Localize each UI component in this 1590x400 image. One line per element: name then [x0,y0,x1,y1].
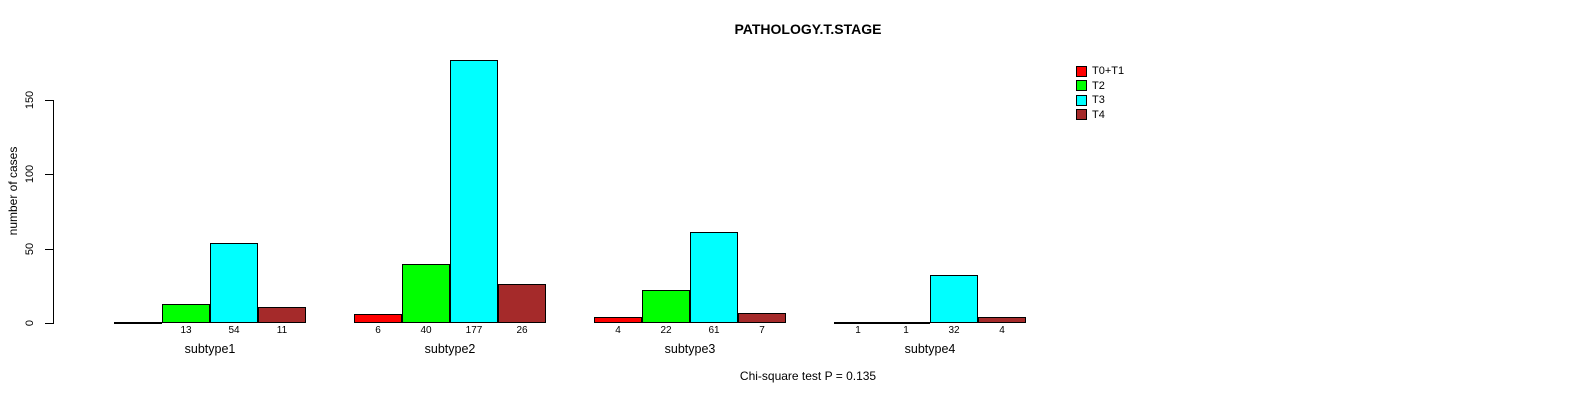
legend-label-T2: T2 [1092,79,1105,92]
legend-swatch-T3 [1076,94,1087,106]
category-label-subtype2: subtype2 [424,342,476,356]
y-axis-tick-label: 100 [24,164,36,184]
category-label-subtype4: subtype4 [904,342,956,356]
legend-swatch-T2 [1076,80,1087,92]
category-label-subtype3: subtype3 [664,342,716,356]
bar-T0+T1-subtype4 [834,322,882,324]
y-axis-tick-label: 150 [24,90,36,110]
bar-value-label: 32 [948,325,960,336]
bar-T3-subtype4 [930,275,978,323]
legend-item-T3: T3 [1076,93,1124,108]
legend-swatch-T0+T1 [1076,65,1087,77]
bar-T4-subtype3 [738,313,786,323]
bar-value-label: 11 [276,325,288,336]
legend-item-T4: T4 [1076,108,1124,123]
bar-T0+T1-subtype2 [354,314,402,323]
bar-T3-subtype1 [210,243,258,323]
category-label-subtype1: subtype1 [184,342,236,356]
bar-value-label: 4 [999,325,1005,336]
y-axis-line [53,100,54,324]
bar-T4-subtype1 [258,307,306,323]
legend-item-T0+T1: T0+T1 [1076,64,1124,79]
bar-value-label: 4 [615,325,621,336]
bar-value-label: 7 [759,325,765,336]
y-axis-tick [45,323,53,324]
legend-label-T0+T1: T0+T1 [1092,65,1125,78]
legend-label-T4: T4 [1092,108,1105,121]
bar-T2-subtype4 [882,322,930,324]
y-axis-tick [45,249,53,250]
chi-square-annotation: Chi-square test P = 0.135 [739,369,877,383]
legend: T0+T1 T2 T3 T4 [1076,64,1124,122]
bar-T3-subtype3 [690,232,738,323]
bar-value-label: 61 [708,325,720,336]
bar-value-label: 1 [903,325,909,336]
legend-swatch-T4 [1076,109,1087,121]
legend-label-T3: T3 [1092,94,1105,107]
y-axis-tick-label: 0 [24,319,36,327]
bar-value-label: 40 [420,325,432,336]
bar-T4-subtype2 [498,284,546,323]
bar-T2-subtype2 [402,264,450,323]
bar-T3-subtype2 [450,60,498,323]
bar-value-label: 13 [180,325,192,336]
bar-value-label: 54 [228,325,240,336]
bar-T4-subtype4 [978,317,1026,323]
bar-value-label: 1 [855,325,861,336]
chart-title: PATHOLOGY.T.STAGE [734,21,882,37]
bar-T0+T1-subtype1 [114,322,162,324]
y-axis-label: number of cases [6,146,20,236]
bar-value-label: 6 [375,325,381,336]
legend-item-T2: T2 [1076,79,1124,94]
bar-value-label: 22 [660,325,672,336]
bar-T2-subtype1 [162,304,210,323]
y-axis-tick [45,100,53,101]
bar-T0+T1-subtype3 [594,317,642,323]
bar-value-label: 177 [465,325,483,336]
y-axis-tick [45,174,53,175]
y-axis-tick-label: 50 [24,242,36,256]
bar-value-label: 26 [516,325,528,336]
bar-T2-subtype3 [642,290,690,323]
